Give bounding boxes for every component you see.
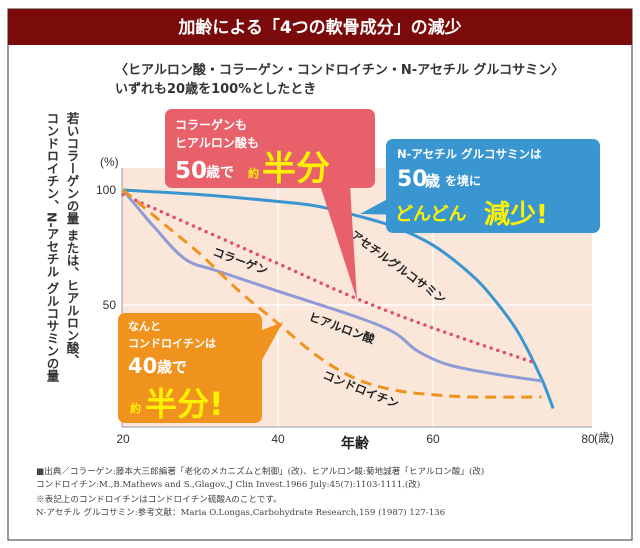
x-tick-label: 80 [581,432,595,446]
series-line-2 [121,192,536,365]
svg-text:50: 50 [397,167,428,192]
svg-text:半分!: 半分! [145,385,224,423]
callout-collagen: コラーゲンも ヒアルロン酸も 50 歳で 約 半分 [165,109,375,300]
svg-text:歳で: 歳で [157,358,187,376]
subtitle-line2: いずれも20歳を100%としたとき [115,81,316,97]
y-axis-label-1: 若いコラーゲンの量 または、ヒアルロン酸、 [65,111,80,366]
title-bar [8,9,632,45]
footnote-3: ※表記上のコンドロイチンはコンドロイチン硫酸Aのことです。 [36,493,282,505]
callout-chondroitin: なんと コンドロイチンは 40 歳で 約 半分! [118,313,283,423]
svg-text:減少!: 減少! [484,200,548,230]
svg-text:コンドロイチンは: コンドロイチンは [128,337,216,350]
tick-labels: 20 40 60 80 100 50 [96,183,595,446]
svg-text:N-アセチル グルコサミンは: N-アセチル グルコサミンは [397,147,542,161]
svg-text:歳で: 歳で [206,164,234,181]
svg-text:半分: 半分 [262,149,330,189]
x-tick-label: 40 [271,432,285,446]
svg-text:なんと: なんと [128,320,161,333]
svg-text:歳: 歳 [425,172,440,190]
series-line-4 [122,188,542,399]
svg-text:約: 約 [248,166,259,180]
series-line-3 [121,189,542,383]
svg-text:40: 40 [128,354,157,378]
callout-glucosamine: N-アセチル グルコサミンは 50 歳 を境に どんどん 減少! [360,139,600,233]
svg-text:を境に: を境に [445,173,481,188]
x-axis-label: 年齢 [341,435,370,452]
y-unit: (%) [100,155,119,169]
svg-text:ヒアルロン酸も: ヒアルロン酸も [175,135,259,150]
y-tick-label: 100 [96,183,116,197]
x-tick-label: 60 [426,432,440,446]
footnote-1: ■出典／コラーゲン:藤本大三郎編著「老化のメカニズムと制御」(改)、ヒアルロン酸… [36,465,484,477]
subtitle-line1: 〈ヒアルロン酸・コラーゲン・コンドロイチン・N-アセチル グルコサミン〉 [115,62,564,78]
y-axis-label-2: コンドロイチン、N-アセチル グルコサミンの量 [45,112,60,382]
x-unit: (歳) [594,431,614,445]
footnote-2: コンドロイチン:M.,B.Mathews and S.,Glagov.,J Cl… [36,478,420,490]
svg-text:50: 50 [175,158,207,184]
svg-text:どんどん: どんどん [395,204,466,225]
x-tick-label: 20 [116,432,130,446]
y-tick-label: 50 [103,298,117,312]
svg-text:コラーゲンも: コラーゲンも [175,117,247,132]
page-title: 加齢による「4つの軟骨成分」の減少 [177,17,461,38]
svg-text:約: 約 [130,401,141,415]
footnote-4: N-アセチル グルコサミン:参考文献：Maria O.Longas,Carboh… [36,506,445,518]
